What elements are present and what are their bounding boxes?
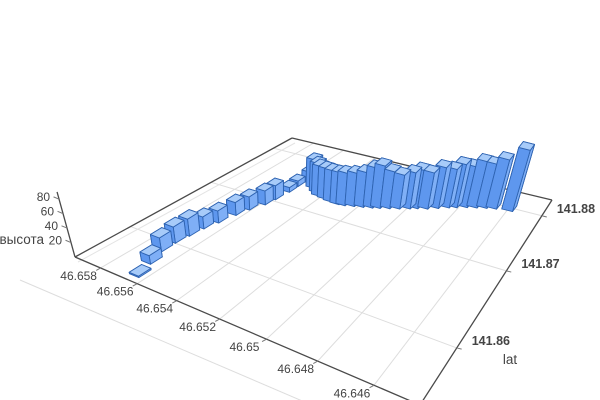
x-tick-mark — [215, 318, 220, 322]
y-tick-label: 141.87 — [521, 257, 559, 271]
x-tick-label: 46.652 — [179, 320, 216, 334]
y-tick-mark — [541, 215, 547, 218]
x-tick-label: 46.658 — [60, 269, 97, 283]
x-tick-mark — [172, 300, 177, 304]
bar3d[interactable] — [139, 244, 162, 257]
bar3d[interactable] — [289, 173, 306, 182]
z-axis-title: высота — [0, 232, 44, 247]
bar3d[interactable] — [208, 201, 228, 212]
x-tick-mark — [261, 338, 267, 342]
x-tick-label: 46.654 — [136, 302, 173, 316]
x-tick-label: 46.656 — [97, 285, 134, 299]
z-tick-mark — [65, 239, 72, 244]
bar3d[interactable] — [193, 207, 214, 218]
bar3d[interactable] — [239, 188, 259, 198]
z-tick-label: 80 — [37, 190, 51, 204]
z-tick-label: 40 — [45, 219, 59, 233]
x-tick-mark — [95, 267, 101, 271]
x-tick-label: 46.646 — [334, 386, 371, 400]
bar3d[interactable] — [518, 141, 536, 151]
y-tick-label: 141.86 — [472, 334, 510, 348]
floor-grid-line — [317, 182, 482, 362]
z-tick-mark — [57, 210, 64, 215]
z-tick-mark — [61, 225, 68, 229]
y-tick-mark — [506, 270, 512, 273]
bar3d[interactable] — [255, 182, 274, 192]
floor-grid-line — [130, 226, 457, 349]
x-tick-mark — [313, 360, 318, 364]
floor-grid-line — [100, 142, 314, 269]
bar3d[interactable] — [374, 157, 393, 167]
y-axis-title: lat — [503, 352, 518, 367]
x-tick-label: 46.65 — [229, 340, 259, 354]
bar3d[interactable] — [498, 151, 515, 161]
x-tick-label: 46.648 — [277, 362, 314, 376]
y-tick-label: 141.88 — [557, 202, 595, 216]
x-tick-mark — [369, 384, 375, 389]
bar3d[interactable] — [394, 166, 412, 176]
floor-front-edge-line — [19, 279, 302, 400]
z-tick-label: 60 — [41, 205, 55, 219]
z-tick-label: 20 — [49, 234, 63, 248]
bar3d[interactable] — [225, 193, 245, 204]
bar3d[interactable] — [423, 164, 441, 174]
x-axis-line — [74, 256, 410, 400]
bar3d[interactable] — [163, 216, 185, 228]
x-tick-mark — [132, 283, 138, 287]
back-edge-mirror-line — [77, 142, 296, 263]
bar3d[interactable] — [280, 179, 298, 189]
bar3d[interactable] — [178, 209, 199, 220]
y-axis-line — [422, 199, 553, 400]
z-axis-line — [56, 191, 76, 258]
z-tick-mark — [53, 196, 60, 200]
back-left-edge-line — [74, 137, 293, 258]
bar3d[interactable] — [128, 264, 152, 277]
bar3d[interactable] — [435, 159, 453, 169]
y-tick-mark — [456, 347, 462, 350]
floor-grid-line — [373, 192, 522, 386]
bar3d[interactable] — [266, 177, 284, 187]
bar3d[interactable] — [149, 227, 172, 239]
